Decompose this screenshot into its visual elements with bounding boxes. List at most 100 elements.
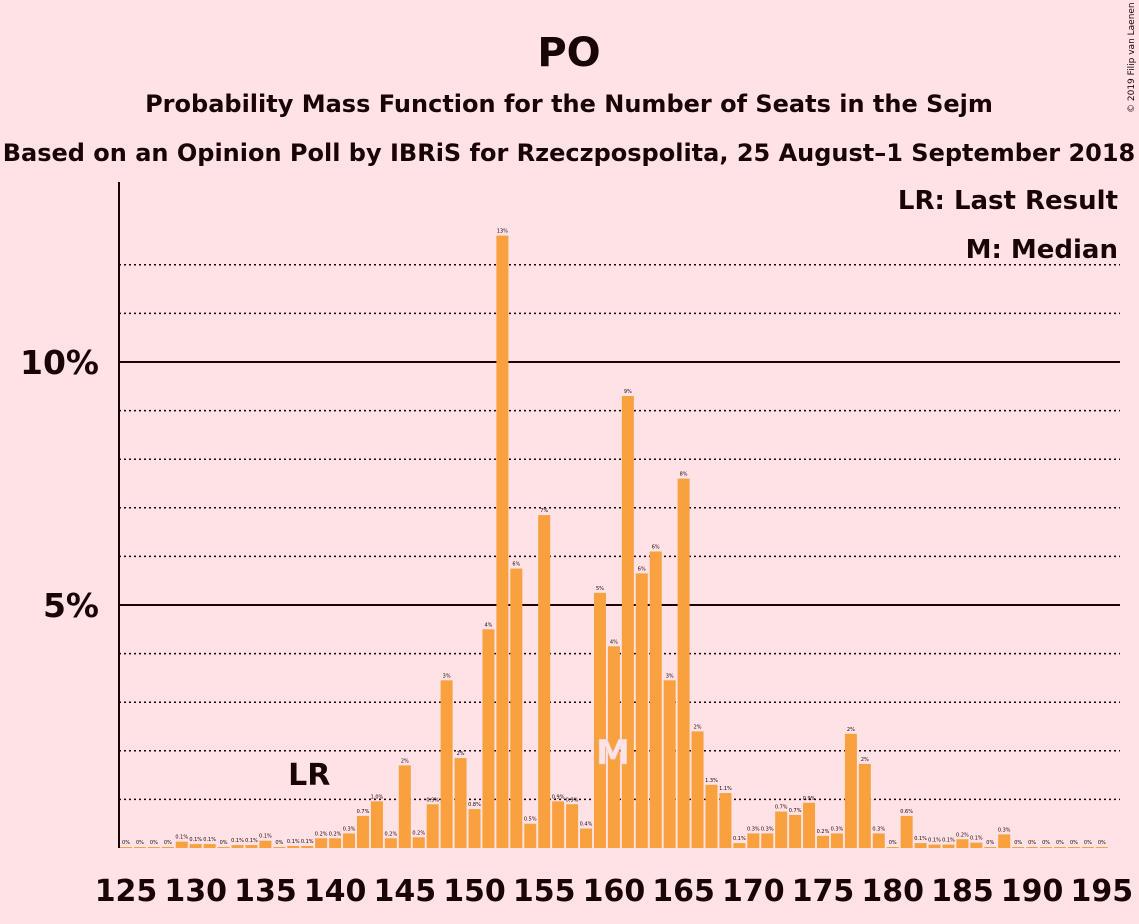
- last-result-marker: LR: [288, 758, 330, 793]
- bar-177: [844, 733, 857, 848]
- bar-label-158: 0.4%: [580, 822, 593, 828]
- bar-192: [1053, 847, 1066, 848]
- bar-187: [984, 847, 997, 848]
- bar-174: [803, 802, 816, 848]
- bar-180: [886, 847, 899, 848]
- bar-label-150: 0.8%: [468, 802, 481, 808]
- bar-label-151: 4%: [484, 622, 492, 628]
- y-tick-label: 5%: [43, 586, 99, 625]
- bar-label-187: 0%: [986, 840, 994, 846]
- bar-label-145: 2%: [401, 758, 409, 764]
- bar-195: [1095, 847, 1108, 848]
- bar-label-129: 0.1%: [175, 835, 188, 841]
- bar-170: [747, 833, 760, 848]
- bar-160: [607, 646, 620, 848]
- bar-169: [733, 843, 746, 848]
- bar-label-142: 0.7%: [357, 809, 370, 815]
- bar-190: [1026, 847, 1039, 848]
- x-tick-label: 175: [792, 874, 855, 909]
- bar-label-160: 4%: [610, 639, 618, 645]
- y-tick-label: 10%: [20, 343, 99, 382]
- bar-label-181: 0.6%: [900, 809, 913, 815]
- x-tick-label: 170: [722, 874, 785, 909]
- bar-138: [301, 846, 314, 848]
- x-tick-label: 125: [95, 874, 158, 909]
- bar-164: [663, 680, 676, 848]
- bar-167: [705, 784, 718, 848]
- bar-159: [593, 592, 606, 848]
- bar-144: [384, 838, 397, 848]
- bar-label-162: 6%: [638, 566, 646, 572]
- bar-191: [1040, 847, 1053, 848]
- bar-141: [343, 833, 356, 848]
- bar-161: [621, 396, 634, 848]
- bar-label-182: 0.1%: [914, 836, 927, 842]
- bar-label-169: 0.1%: [733, 836, 746, 842]
- x-tick-label: 130: [164, 874, 227, 909]
- bar-132: [217, 847, 230, 848]
- bar-label-172: 0.7%: [775, 805, 788, 811]
- median-marker: M: [596, 733, 630, 773]
- copyright: © 2019 Filip van Laenen: [1127, 2, 1137, 113]
- bar-157: [566, 804, 579, 848]
- bar-148: [440, 680, 453, 848]
- bar-label-140: 0.2%: [329, 831, 342, 837]
- bar-128: [161, 847, 174, 848]
- bar-155: [538, 515, 551, 848]
- bar-135: [259, 840, 272, 848]
- bar-label-167: 1.3%: [705, 778, 718, 784]
- bar-186: [970, 842, 983, 848]
- x-tick-label: 195: [1070, 874, 1133, 909]
- bar-label-177: 2%: [847, 727, 855, 733]
- bar-label-139: 0.2%: [315, 831, 328, 837]
- bar-193: [1067, 847, 1080, 848]
- bar-163: [649, 551, 662, 848]
- bar-133: [231, 845, 244, 848]
- bar-168: [719, 793, 732, 848]
- bar-125: [120, 847, 132, 848]
- bar-184: [942, 844, 955, 848]
- bar-182: [914, 843, 927, 848]
- bar-label-161: 9%: [624, 389, 632, 395]
- bar-label-134: 0.1%: [245, 838, 258, 844]
- x-tick-label: 140: [304, 874, 367, 909]
- bar-label-133: 0.1%: [231, 838, 244, 844]
- bar-label-159: 5%: [596, 586, 604, 592]
- bar-label-175: 0.2%: [817, 829, 830, 835]
- bar-label-179: 0.3%: [872, 826, 885, 832]
- bar-label-194: 0%: [1084, 840, 1092, 846]
- chart-subtitle: Probability Mass Function for the Number…: [145, 90, 993, 118]
- bar-127: [147, 847, 160, 848]
- bar-143: [370, 801, 383, 848]
- bar-136: [273, 847, 286, 848]
- x-tick-label: 165: [652, 874, 715, 909]
- bar-183: [928, 844, 941, 848]
- bar-176: [830, 833, 843, 848]
- x-ticks: 125 130 135 140 145 150 155 160 165 170 175 180 185 1…: [95, 874, 1133, 909]
- bar-label-154: 0.5%: [524, 817, 537, 823]
- bar-166: [691, 731, 704, 848]
- bar-162: [635, 573, 648, 848]
- bar-label-174: 0.9%: [803, 796, 816, 802]
- bar-158: [580, 828, 593, 848]
- bar-label-148: 3%: [443, 673, 451, 679]
- bar-label-157: 0.9%: [566, 797, 579, 803]
- x-tick-label: 135: [234, 874, 297, 909]
- bar-label-153: 6%: [512, 562, 520, 568]
- bar-152: [496, 235, 509, 848]
- bar-label-136: 0%: [275, 840, 283, 846]
- bar-label-190: 0%: [1028, 840, 1036, 846]
- bar-142: [356, 815, 369, 848]
- bar-label-137: 0.1%: [287, 839, 300, 845]
- bar-label-143: 1.0%: [371, 794, 384, 800]
- bar-label-191: 0%: [1042, 840, 1050, 846]
- bars: [120, 235, 1108, 848]
- bar-151: [482, 629, 495, 848]
- bar-label-146: 0.2%: [412, 830, 425, 836]
- x-tick-label: 155: [513, 874, 576, 909]
- bar-label-149: 2%: [457, 751, 465, 757]
- bar-label-173: 0.7%: [789, 808, 802, 814]
- bar-130: [189, 844, 202, 848]
- bar-label-164: 3%: [666, 673, 674, 679]
